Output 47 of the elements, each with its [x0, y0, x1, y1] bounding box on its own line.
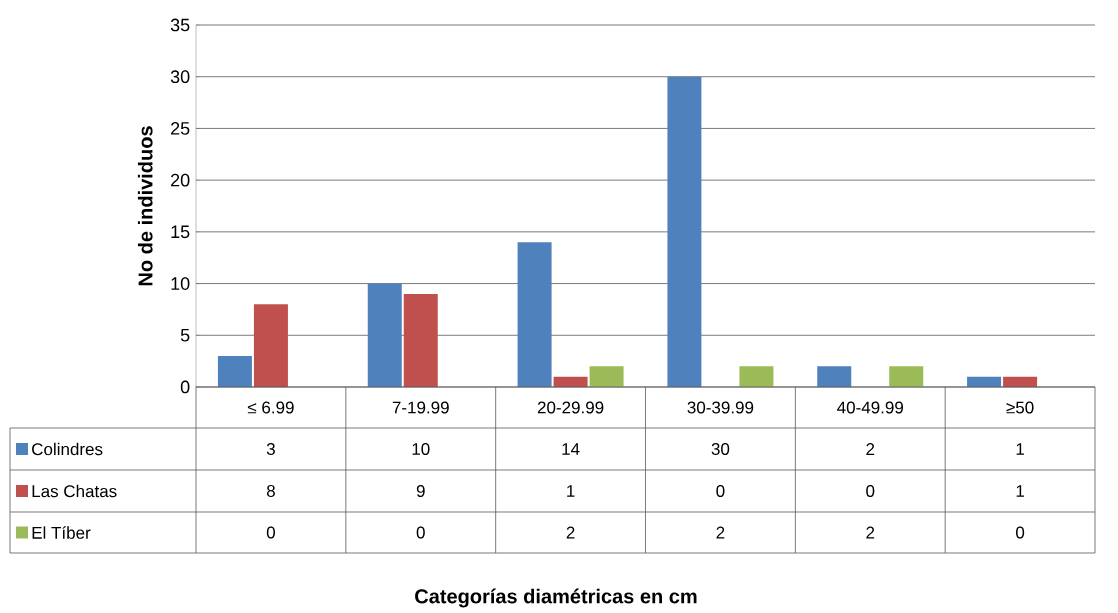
data-label: 2: [566, 526, 575, 539]
y-tick-label: 0: [180, 380, 190, 394]
legend-label: Colindres: [32, 442, 103, 456]
data-label: 0: [1016, 526, 1025, 539]
y-tick-label: 35: [170, 18, 190, 32]
data-label: 2: [866, 443, 875, 455]
data-label: 30: [711, 442, 730, 455]
y-axis-title: No de individuos: [137, 126, 153, 286]
x-tick-label: 20-29.99: [537, 401, 604, 414]
data-label: 9: [416, 484, 425, 497]
x-tick-label: ≤ 6.99: [247, 401, 294, 414]
x-tick-label: 7-19.99: [392, 401, 449, 414]
data-label: 0: [716, 484, 725, 497]
y-tick-label: 5: [180, 328, 190, 342]
bar: [253, 304, 288, 387]
data-label: 2: [866, 526, 875, 539]
data-label: 0: [866, 484, 875, 497]
data-label: 1: [1016, 485, 1024, 497]
bar: [517, 242, 552, 387]
data-label: 0: [416, 526, 425, 539]
y-tick-label: 25: [171, 122, 190, 135]
legend-label: Las Chatas: [32, 484, 117, 498]
bar: [589, 366, 624, 387]
data-label: 1: [567, 485, 575, 497]
x-tick-label: ≥50: [1006, 401, 1034, 414]
data-label: 0: [266, 526, 275, 539]
x-tick-label: 40-49.99: [837, 401, 904, 414]
data-label: 2: [716, 526, 725, 539]
bar: [403, 293, 438, 387]
y-tick-label: 30: [170, 70, 190, 84]
y-tick-label: 15: [171, 225, 190, 239]
y-tick-label: 20: [171, 173, 190, 187]
text: Categorías diamétricas en cm: [415, 588, 697, 608]
bar: [367, 283, 402, 387]
bar: [217, 355, 252, 387]
legend-label: El Tíber: [32, 526, 91, 539]
data-label: 1: [1016, 443, 1024, 455]
data-label: 3: [266, 442, 275, 455]
data-label: 10: [412, 442, 430, 455]
bar: [817, 366, 852, 387]
bar: [667, 76, 702, 387]
x-tick-label: 30-39.99: [687, 401, 754, 414]
data-label: 14: [562, 443, 580, 455]
bar: [889, 366, 924, 387]
y-tick-label: 10: [171, 277, 190, 290]
data-label: 8: [266, 484, 275, 497]
bar: [739, 366, 774, 387]
